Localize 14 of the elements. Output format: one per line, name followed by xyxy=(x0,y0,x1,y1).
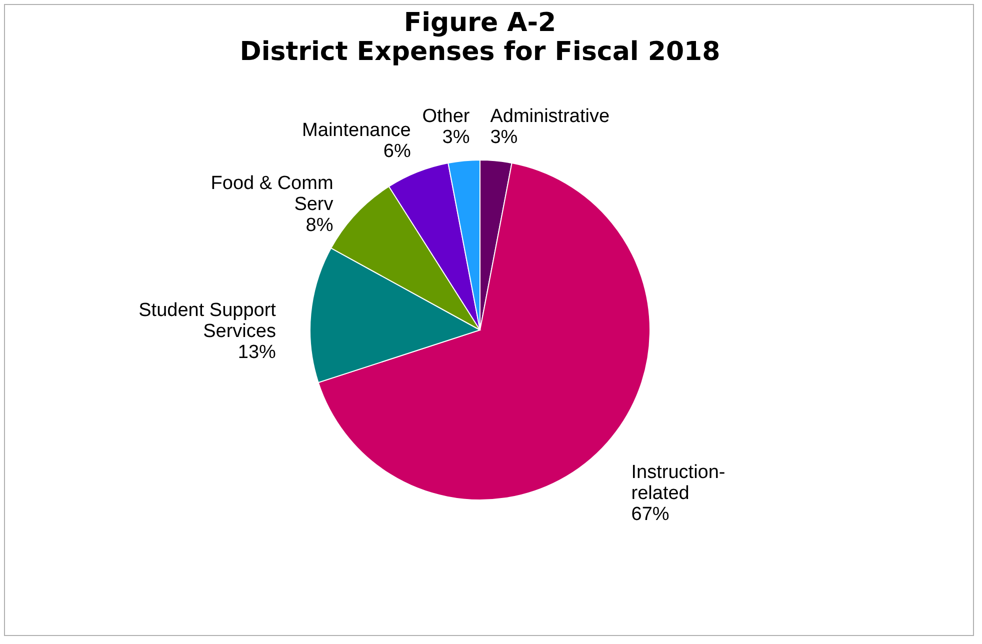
slice-label: Student Support Services xyxy=(138,300,277,342)
chart-title: Figure A-2 xyxy=(404,8,556,38)
chart-subtitle: District Expenses for Fiscal 2018 xyxy=(240,37,720,67)
data-label: 67% xyxy=(631,504,670,526)
data-label: 13% xyxy=(238,342,276,363)
slice-label: Food & Comm Serv xyxy=(210,172,334,215)
data-label: 6% xyxy=(383,141,411,162)
slice-label: Administrative xyxy=(490,106,610,127)
data-label: 3% xyxy=(442,126,470,148)
data-label: 3% xyxy=(490,126,518,148)
data-label: 8% xyxy=(306,214,334,236)
slice-label: Instruction-related xyxy=(631,462,726,504)
slice-label: Other xyxy=(422,106,470,127)
slice-label: Maintenance xyxy=(302,120,411,142)
